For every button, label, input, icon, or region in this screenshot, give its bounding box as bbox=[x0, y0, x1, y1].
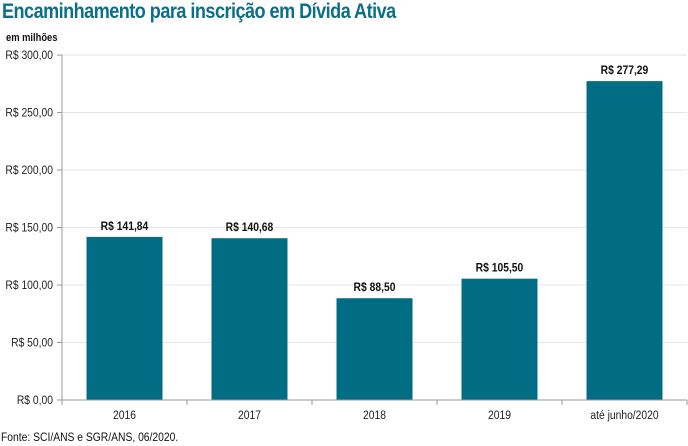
x-tick-label: 2017 bbox=[238, 409, 261, 422]
y-tick-label: R$ 300,00 bbox=[5, 49, 53, 62]
data-label: R$ 140,68 bbox=[226, 222, 274, 235]
y-tick-label: R$ 200,00 bbox=[5, 164, 53, 177]
unit-label: em milhões bbox=[6, 32, 58, 44]
chart-title: Encaminhamento para inscrição em Dívida … bbox=[2, 0, 396, 23]
x-tick-label: 2018 bbox=[363, 409, 386, 422]
x-tick-label: 2019 bbox=[488, 409, 511, 422]
x-tick-label: até junho/2020 bbox=[590, 409, 658, 422]
y-tick-label: R$ 250,00 bbox=[5, 107, 53, 120]
data-label: R$ 141,84 bbox=[101, 220, 149, 233]
source-note: Fonte: SCI/ANS e SGR/ANS, 06/2020. bbox=[1, 430, 179, 444]
x-tick-label: 2016 bbox=[113, 409, 136, 422]
bar bbox=[86, 236, 163, 400]
y-tick-label: R$ 100,00 bbox=[5, 279, 53, 292]
bar bbox=[211, 238, 288, 400]
y-tick-label: R$ 0,00 bbox=[17, 394, 53, 407]
bars bbox=[86, 81, 663, 400]
bar bbox=[586, 81, 663, 400]
bar bbox=[336, 298, 413, 400]
data-labels: R$ 141,84 R$ 140,68 R$ 88,50 R$ 105,50 R$ 27… bbox=[101, 64, 649, 294]
y-tick-label: R$ 150,00 bbox=[5, 222, 53, 235]
data-label: R$ 105,50 bbox=[476, 262, 524, 275]
x-axis-ticks: 2016 2017 2018 2019 até junho/2020 bbox=[61, 400, 688, 422]
y-tick-label: R$ 50,00 bbox=[11, 337, 53, 350]
bar bbox=[461, 278, 538, 400]
data-label: R$ 88,50 bbox=[354, 282, 396, 295]
y-axis-ticks: R$ 0,00 R$ 50,00 R$ 100,00 R$ 150,00 R$ 200,… bbox=[5, 49, 62, 407]
data-label: R$ 277,29 bbox=[601, 64, 649, 77]
